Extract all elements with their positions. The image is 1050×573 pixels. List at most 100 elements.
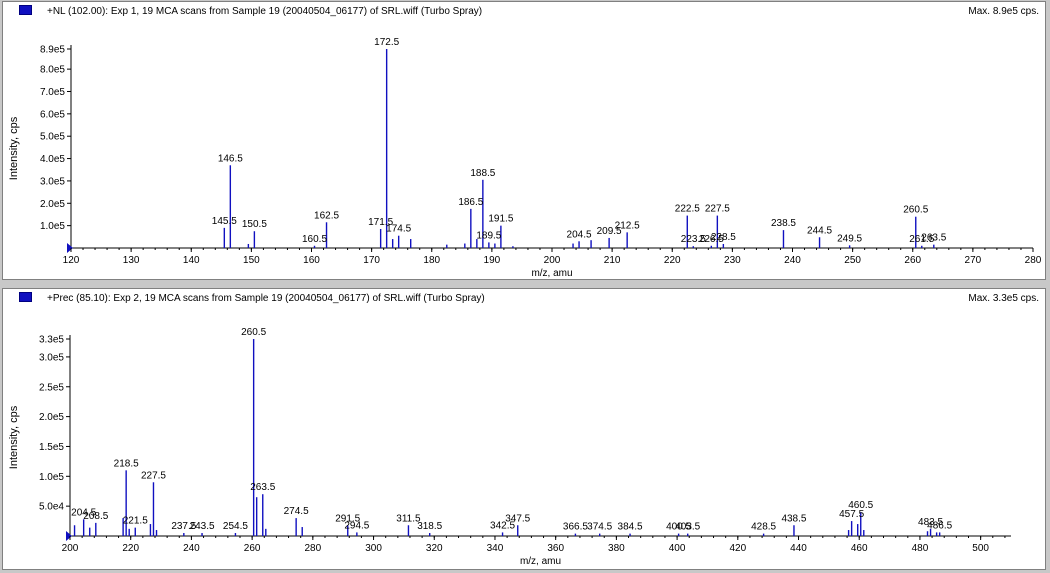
y-tick-label: 5.0e4 <box>39 502 64 513</box>
x-tick-label: 230 <box>724 255 741 266</box>
x-tick-label: 130 <box>123 255 140 266</box>
peak-label: 174.5 <box>386 224 411 235</box>
peak-label: 227.5 <box>141 470 166 481</box>
peak-label: 400.5 <box>666 522 691 533</box>
peak-label: 226.5 <box>699 234 724 245</box>
x-tick-label: 200 <box>62 543 79 554</box>
x-tick-label: 150 <box>243 255 260 266</box>
x-tick-label: 400 <box>669 543 686 554</box>
peak-label: 171.5 <box>368 217 393 228</box>
peak-label: 209.5 <box>597 226 622 237</box>
peak-label: 244.5 <box>807 225 832 236</box>
baseline-marker <box>67 243 73 253</box>
peak-label: 457.5 <box>839 509 864 520</box>
spectrum-pane-2[interactable]: +Prec (85.10): Exp 2, 19 MCA scans from … <box>2 288 1046 570</box>
x-tick-label: 420 <box>729 543 746 554</box>
y-tick-label: 3.3e5 <box>39 335 64 346</box>
spectrum-chart[interactable]: 120 130 140 150 160 170 180 190 200 210 220 230 240 2… <box>3 20 1045 281</box>
x-axis-title: m/z, amu <box>531 268 572 279</box>
x-tick-label: 460 <box>851 543 868 554</box>
x-tick-label: 140 <box>183 255 200 266</box>
x-tick-label: 120 <box>63 255 80 266</box>
peak-label: 191.5 <box>488 214 513 225</box>
pane-title: +Prec (85.10): Exp 2, 19 MCA scans from … <box>47 293 485 304</box>
peak-label: 366.5 <box>563 522 588 533</box>
x-tick-label: 200 <box>544 255 561 266</box>
peak-label: 483.5 <box>918 517 943 528</box>
peak-label: 238.5 <box>771 218 796 229</box>
y-tick-label: 8.0e5 <box>40 65 65 76</box>
peak-label: 428.5 <box>751 522 776 533</box>
spectrum-icon[interactable] <box>19 292 32 302</box>
peak-label: 227.5 <box>705 204 730 215</box>
peak-label: 189.5 <box>476 230 501 241</box>
peak-label: 188.5 <box>470 168 495 179</box>
peak-label: 204.5 <box>567 229 592 240</box>
peak-label: 221.5 <box>123 516 148 527</box>
y-tick-label: 2.5e5 <box>39 382 64 393</box>
y-tick-label: 2.0e5 <box>40 199 65 210</box>
peak-label: 294.5 <box>344 520 369 531</box>
x-tick-label: 220 <box>664 255 681 266</box>
pane-title: +NL (102.00): Exp 1, 19 MCA scans from S… <box>47 6 483 17</box>
baseline-marker <box>66 531 72 541</box>
y-tick-label: 8.9e5 <box>40 45 65 56</box>
peak-label: 208.5 <box>83 511 108 522</box>
peak-label: 172.5 <box>374 37 399 48</box>
x-tick-label: 380 <box>608 543 625 554</box>
x-tick-label: 260 <box>904 255 921 266</box>
y-tick-label: 7.0e5 <box>40 87 65 98</box>
peak-label: 384.5 <box>618 522 643 533</box>
x-tick-label: 260 <box>244 543 261 554</box>
peak-label: 160.5 <box>302 234 327 245</box>
x-tick-label: 220 <box>122 543 139 554</box>
x-tick-label: 160 <box>303 255 320 266</box>
peak-label: 146.5 <box>218 153 243 164</box>
x-tick-label: 320 <box>426 543 443 554</box>
peak-label: 318.5 <box>417 521 442 532</box>
y-tick-label: 1.0e5 <box>39 472 64 483</box>
max-intensity-label: Max. 8.9e5 cps. <box>968 6 1039 17</box>
peak-label: 342.5 <box>490 520 515 531</box>
y-tick-label: 2.0e5 <box>39 412 64 423</box>
peak-label: 204.5 <box>71 507 96 518</box>
peak-label: 150.5 <box>242 219 267 230</box>
peak-label: 212.5 <box>615 220 640 231</box>
x-tick-label: 240 <box>183 543 200 554</box>
y-tick-label: 5.0e5 <box>40 132 65 143</box>
x-tick-label: 170 <box>363 255 380 266</box>
y-axis-title: Intensity, cps <box>8 116 20 180</box>
x-tick-label: 240 <box>784 255 801 266</box>
peak-label: 403.5 <box>675 522 700 533</box>
max-intensity-label: Max. 3.3e5 cps. <box>968 293 1039 304</box>
peak-label: 228.5 <box>711 232 736 243</box>
spectrum-pane-1[interactable]: +NL (102.00): Exp 1, 19 MCA scans from S… <box>2 1 1046 280</box>
peak-label: 486.5 <box>927 520 952 531</box>
peak-label: 223.5 <box>681 234 706 245</box>
spectrum-chart[interactable]: 200 220 240 260 280 300 320 340 360 380 400 420 440 4… <box>3 307 1045 571</box>
x-tick-label: 440 <box>790 543 807 554</box>
peak-label: 237.5 <box>171 521 196 532</box>
peak-label: 311.5 <box>396 513 421 524</box>
y-tick-label: 1.0e5 <box>40 221 65 232</box>
peak-label: 162.5 <box>314 210 339 221</box>
y-tick-label: 6.0e5 <box>40 109 65 120</box>
pane-header: +Prec (85.10): Exp 2, 19 MCA scans from … <box>3 289 1045 307</box>
y-axis-title: Intensity, cps <box>8 405 20 469</box>
peak-label: 261.5 <box>909 234 934 245</box>
x-axis-title: m/z, amu <box>520 556 561 567</box>
peak-label: 260.5 <box>241 327 266 338</box>
y-tick-label: 3.0e5 <box>39 352 64 363</box>
x-tick-label: 360 <box>547 543 564 554</box>
x-tick-label: 300 <box>365 543 382 554</box>
x-tick-label: 340 <box>487 543 504 554</box>
x-tick-label: 250 <box>844 255 861 266</box>
spectrum-icon[interactable] <box>19 5 32 15</box>
peak-label: 263.5 <box>921 233 946 244</box>
peak-label: 374.5 <box>587 522 612 533</box>
y-tick-label: 4.0e5 <box>40 154 65 165</box>
peak-label: 243.5 <box>190 521 215 532</box>
x-tick-label: 280 <box>1025 255 1042 266</box>
peak-label: 218.5 <box>114 458 139 469</box>
x-tick-label: 270 <box>965 255 982 266</box>
